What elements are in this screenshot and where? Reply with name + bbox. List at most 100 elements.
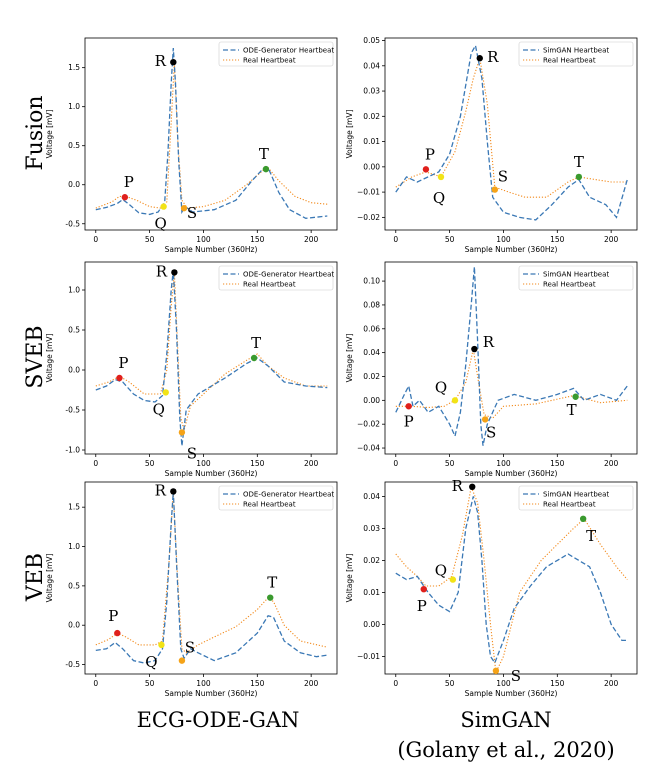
y-tick-label: −0.02: [357, 213, 380, 222]
series-real-heartbeat: [395, 348, 628, 419]
chart-panel-veb-simgan: 0 50 100 150 200 −0.01 0.00 0.01 0.02 0.03 0.04 Sam…: [345, 477, 638, 698]
y-axis-label: Voltage [mV]: [45, 334, 54, 383]
marker-t-point: [267, 594, 274, 601]
y-tick-label: 0.04: [363, 348, 380, 357]
y-tick-label: 0.03: [363, 87, 380, 96]
y-tick-label: 0.06: [363, 324, 380, 333]
y-axis-label: Voltage [mV]: [345, 110, 354, 159]
y-tick-label: 0.00: [363, 620, 380, 629]
marker-q-point: [160, 203, 167, 210]
marker-t-label: T: [567, 401, 577, 419]
legend-box: [218, 485, 334, 511]
marker-r-label: R: [155, 52, 167, 70]
x-tick-label: 100: [196, 679, 211, 688]
chart-panel-veb-ode: 0 50 100 150 200 -0.5 0.0 0.5 1.0 1.5 Sample Numbe…: [45, 481, 338, 698]
x-tick-label: 50: [145, 459, 155, 468]
legend-label-real: Real Heartbeat: [243, 57, 296, 65]
y-tick-label: 0.05: [363, 36, 380, 45]
plot-frame: [384, 481, 638, 675]
plot-frame: [84, 37, 338, 231]
marker-p-label: P: [108, 607, 118, 625]
marker-p-point: [422, 166, 430, 173]
y-tick-label: -0.5: [65, 219, 80, 228]
marker-r-point: [170, 488, 177, 495]
y-tick-label: 1.0: [68, 102, 80, 111]
y-tick-label: 0.01: [363, 588, 380, 597]
y-tick-label: −0.04: [357, 444, 380, 453]
x-tick-label: 150: [550, 235, 565, 244]
legend-label-real: Real Heartbeat: [243, 501, 296, 509]
y-tick-label: 0.0: [68, 366, 80, 375]
marker-t-point: [250, 354, 258, 362]
chart-panel-sveb-ode: 0 50 100 150 200 -1.0 -0.5 0.0 0.5 1.0 Sample Numb…: [45, 261, 338, 478]
legend-box: [218, 41, 334, 67]
marker-t-label: T: [267, 574, 277, 592]
column-caption-simgan: SimGAN: [460, 708, 551, 732]
y-tick-label: 0.0: [68, 621, 80, 630]
x-tick-label: 150: [550, 679, 565, 688]
plot-frame: [84, 481, 338, 675]
y-tick-label: 0.10: [363, 277, 380, 286]
y-axis-label: Voltage [mV]: [45, 110, 54, 159]
plot-frame: [84, 261, 338, 455]
x-tick-label: 100: [496, 459, 511, 468]
x-tick-label: 150: [250, 679, 265, 688]
marker-p-label: P: [118, 354, 128, 372]
y-tick-label: −0.01: [357, 652, 380, 661]
x-tick-label: 200: [604, 235, 619, 244]
row-label-veb: VEB: [23, 553, 48, 602]
series-real-heartbeat: [95, 272, 328, 433]
legend-label-generated: ODE-Generator Heartbeat: [243, 47, 334, 55]
y-tick-label: -0.5: [65, 660, 80, 669]
marker-s-label: S: [486, 423, 496, 441]
marker-t-label: T: [586, 527, 596, 545]
series-real-heartbeat: [395, 58, 628, 198]
marker-t-point: [262, 165, 270, 173]
marker-q-label: Q: [153, 400, 165, 418]
y-tick-label: 0.08: [363, 300, 380, 309]
row-label-fusion: Fusion: [23, 95, 48, 170]
legend-label-generated: SimGAN Heartbeat: [543, 47, 609, 55]
x-tick-label: 150: [550, 459, 565, 468]
chart-panel-sveb-simgan: 0 50 100 150 200 −0.04 −0.02 0.00 0.02 0.04 0.06 0.…: [345, 261, 638, 478]
marker-r-point: [171, 269, 178, 276]
marker-q-label: Q: [435, 378, 447, 396]
series-real-heartbeat: [95, 492, 328, 654]
marker-s-point: [492, 667, 500, 674]
marker-s-point: [178, 657, 186, 664]
legend-box: [518, 485, 634, 511]
legend-label-generated: ODE-Generator Heartbeat: [243, 271, 334, 279]
marker-q-point: [449, 576, 457, 583]
y-tick-label: 0.5: [68, 581, 80, 590]
y-tick-label: -0.5: [65, 406, 80, 415]
marker-r-point: [170, 58, 177, 66]
marker-p-label: P: [124, 173, 134, 191]
marker-q-point: [162, 389, 169, 396]
x-tick-label: 0: [93, 679, 98, 688]
marker-r-point: [469, 483, 476, 490]
x-tick-label: 100: [196, 459, 211, 468]
plot-frame: [384, 261, 638, 455]
marker-s-label: S: [511, 667, 521, 685]
marker-s-point: [491, 186, 499, 193]
marker-t-point: [575, 173, 583, 181]
marker-s-label: S: [185, 639, 195, 657]
marker-r-label: R: [452, 477, 464, 495]
marker-q-point: [451, 397, 459, 404]
marker-t-label: T: [251, 334, 261, 352]
legend-label-real: Real Heartbeat: [543, 57, 596, 65]
x-tick-label: 50: [145, 679, 155, 688]
legend-label-real: Real Heartbeat: [543, 281, 596, 289]
marker-p-point: [121, 194, 129, 201]
x-tick-label: 200: [304, 679, 319, 688]
y-axis-label: Voltage [mV]: [345, 334, 354, 383]
x-tick-label: 0: [93, 459, 98, 468]
x-axis-label: Sample Number (360Hz): [465, 689, 558, 698]
x-tick-label: 0: [93, 235, 98, 244]
x-axis-label: Sample Number (360Hz): [165, 245, 258, 254]
legend-box: [518, 265, 634, 291]
marker-p-point: [114, 629, 121, 637]
marker-q-label: Q: [433, 189, 445, 207]
marker-r-label: R: [487, 48, 499, 66]
